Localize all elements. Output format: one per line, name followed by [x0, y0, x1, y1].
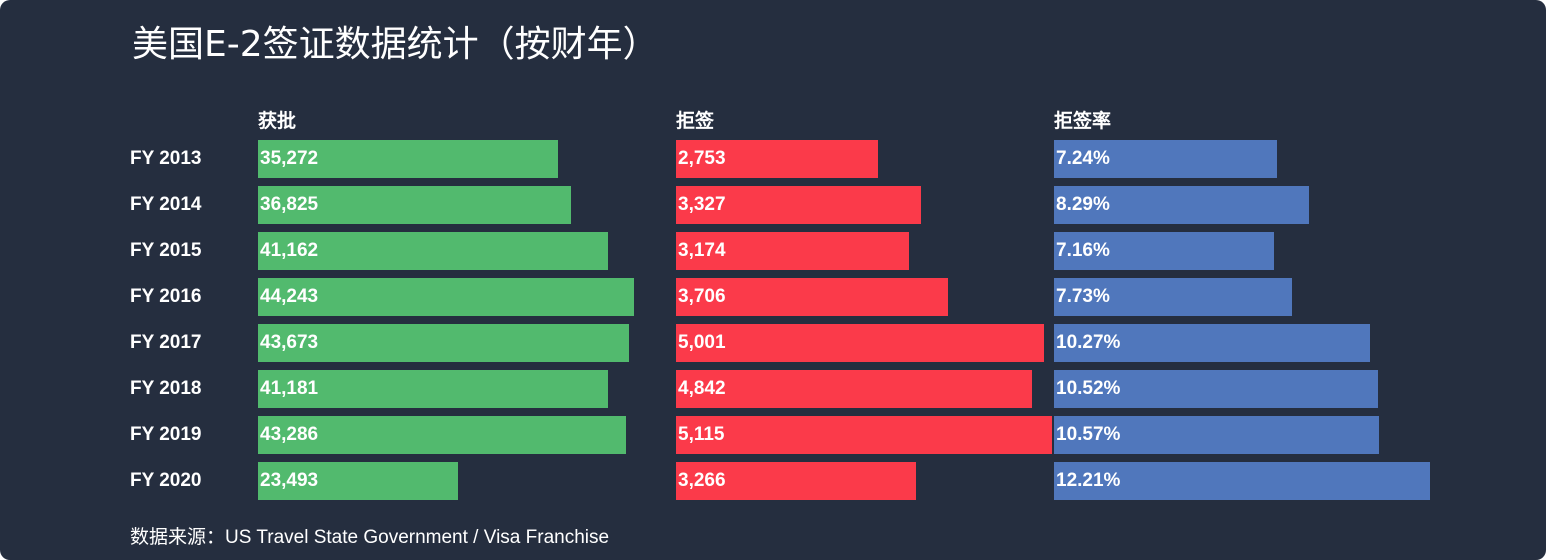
bar-approved — [258, 278, 634, 316]
bar-value-approved: 35,272 — [260, 148, 319, 169]
bar-rate — [1054, 416, 1379, 454]
bar-refused — [676, 278, 948, 316]
bar-refused — [676, 324, 1044, 362]
category-label: FY 2017 — [130, 332, 202, 353]
column-header-approved: 获批 — [258, 110, 297, 132]
bar-value-refused: 4,842 — [678, 378, 726, 399]
bar-refused — [676, 186, 921, 224]
bar-rate — [1054, 278, 1292, 316]
bar-value-approved: 44,243 — [260, 286, 319, 307]
category-label: FY 2013 — [130, 148, 202, 169]
category-label: FY 2020 — [130, 470, 202, 491]
bar-value-refused: 3,327 — [678, 194, 726, 215]
category-label: FY 2016 — [130, 286, 202, 307]
bar-value-approved: 43,286 — [260, 424, 319, 445]
bar-value-refused: 3,174 — [678, 240, 726, 261]
bar-value-approved: 41,162 — [260, 240, 319, 261]
bar-approved — [258, 140, 558, 178]
column-header-refused: 拒签 — [676, 110, 715, 132]
bar-value-rate: 10.57% — [1056, 424, 1121, 445]
bar-value-rate: 7.24% — [1056, 148, 1110, 169]
category-label: FY 2015 — [130, 240, 202, 261]
chart-title: 美国E-2签证数据统计（按财年） — [132, 24, 659, 65]
bar-value-refused: 3,706 — [678, 286, 726, 307]
category-label: FY 2014 — [130, 194, 202, 215]
bar-value-refused: 5,001 — [678, 332, 726, 353]
bar-value-refused: 5,115 — [678, 424, 725, 445]
bar-rate — [1054, 232, 1274, 270]
category-label: FY 2019 — [130, 424, 202, 445]
bar-value-refused: 2,753 — [678, 148, 726, 169]
column-header-rate: 拒签率 — [1054, 110, 1112, 132]
bar-value-rate: 10.52% — [1056, 378, 1121, 399]
bar-refused — [676, 416, 1052, 454]
bar-value-rate: 7.73% — [1056, 286, 1110, 307]
bar-rate — [1054, 370, 1378, 408]
bar-rate — [1054, 462, 1430, 500]
bar-approved — [258, 370, 608, 408]
bar-approved — [258, 462, 458, 500]
bar-rate — [1054, 186, 1309, 224]
bar-value-approved: 41,181 — [260, 378, 319, 399]
bar-refused — [676, 370, 1032, 408]
category-label: FY 2018 — [130, 378, 202, 399]
bar-refused — [676, 232, 909, 270]
bar-value-approved: 23,493 — [260, 470, 319, 491]
bar-value-rate: 7.16% — [1056, 240, 1110, 261]
bar-approved — [258, 186, 571, 224]
bar-value-rate: 10.27% — [1056, 332, 1121, 353]
data-source-label: 数据来源： — [130, 526, 226, 548]
bar-approved — [258, 232, 608, 270]
bar-value-refused: 3,266 — [678, 470, 726, 491]
bar-approved — [258, 324, 629, 362]
bar-value-rate: 8.29% — [1056, 194, 1110, 215]
bar-approved — [258, 416, 626, 454]
bar-refused — [676, 140, 878, 178]
bar-rate — [1054, 324, 1370, 362]
bar-value-rate: 12.21% — [1056, 470, 1121, 491]
data-source: 数据来源：US Travel State Government / Visa F… — [130, 524, 609, 551]
bar-value-approved: 43,673 — [260, 332, 319, 353]
data-source-text: US Travel State Government / Visa Franch… — [225, 527, 610, 548]
bar-value-approved: 36,825 — [260, 194, 319, 215]
bar-refused — [676, 462, 916, 500]
bar-rate — [1054, 140, 1277, 178]
